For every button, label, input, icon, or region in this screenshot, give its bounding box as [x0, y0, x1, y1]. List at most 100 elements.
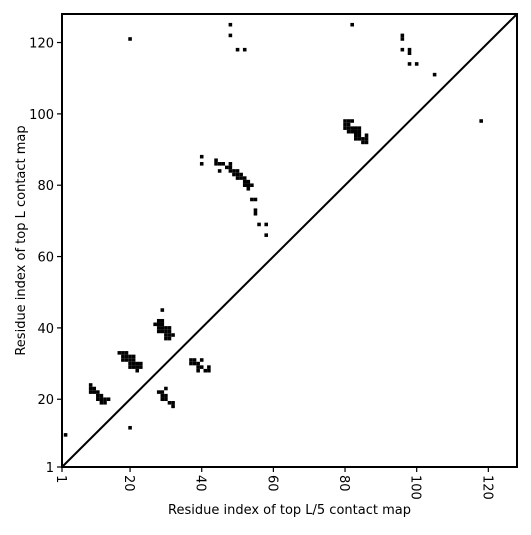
contact-point — [124, 354, 129, 359]
contact-point — [156, 318, 161, 323]
contact-point — [196, 365, 200, 369]
contact-point — [171, 401, 175, 405]
contact-point — [217, 162, 222, 166]
contact-point — [128, 361, 132, 366]
y-tick-label: 100 — [29, 108, 54, 123]
contact-point — [164, 386, 168, 391]
contact-point — [479, 119, 483, 123]
contact-point — [128, 37, 132, 41]
contact-point — [407, 51, 412, 56]
contact-point — [103, 401, 107, 405]
contact-point — [167, 326, 172, 330]
contact-point — [228, 169, 233, 173]
contact-point — [103, 397, 107, 402]
contact-point — [239, 172, 243, 177]
contact-point — [407, 47, 412, 52]
contact-point — [167, 401, 172, 405]
contact-point — [131, 365, 136, 369]
contact-point — [214, 162, 218, 166]
contact-point — [199, 358, 204, 362]
contact-point — [207, 368, 211, 373]
contact-point — [160, 308, 165, 312]
contact-point — [128, 365, 132, 369]
contact-point — [124, 358, 129, 362]
contact-point — [164, 397, 168, 402]
x-tick-label: 100 — [408, 475, 423, 500]
contact-point — [242, 183, 247, 187]
contact-point — [407, 62, 412, 66]
contact-point — [232, 169, 236, 173]
contact-point — [253, 211, 258, 216]
points-layer — [63, 22, 483, 437]
contact-point — [192, 358, 197, 362]
contact-point — [225, 165, 229, 170]
contact-point — [364, 140, 369, 145]
contact-point — [264, 222, 268, 227]
contact-point — [343, 126, 347, 130]
contact-point — [346, 119, 351, 123]
contact-point — [192, 361, 197, 366]
contact-point — [346, 122, 351, 127]
contact-point — [99, 393, 104, 398]
x-tick-label: 1 — [53, 475, 68, 483]
x-tick-label: 120 — [479, 475, 494, 500]
contact-point — [228, 22, 233, 27]
plot-frame — [61, 13, 518, 468]
contact-point — [131, 354, 136, 359]
contact-point — [164, 329, 168, 334]
y-tick-label: 40 — [37, 322, 54, 337]
contact-point — [135, 361, 140, 366]
contact-point — [221, 162, 226, 166]
contact-point — [121, 351, 125, 355]
contact-point — [153, 322, 157, 327]
contact-point — [92, 390, 97, 394]
contact-point — [207, 365, 211, 369]
contact-point — [99, 401, 104, 405]
contact-point — [432, 72, 437, 77]
contact-point — [88, 386, 93, 391]
contact-point — [350, 22, 354, 27]
contact-point — [357, 126, 362, 130]
y-tick-label: 60 — [37, 251, 54, 266]
contact-point — [121, 354, 125, 359]
x-tick-label: 60 — [264, 475, 279, 492]
contact-point — [228, 162, 233, 166]
contact-point — [128, 358, 132, 362]
contact-point — [357, 129, 362, 134]
contact-point — [135, 365, 140, 369]
contact-point — [196, 361, 200, 366]
contact-point — [350, 119, 354, 123]
contact-point — [235, 47, 240, 52]
y-tick-label: 20 — [37, 393, 54, 408]
contact-point — [164, 333, 168, 337]
contact-point — [400, 37, 405, 41]
contact-point — [96, 397, 100, 402]
contact-point — [121, 358, 125, 362]
contact-point — [228, 165, 233, 170]
contact-point — [160, 326, 165, 330]
contact-point — [235, 169, 240, 173]
contact-point — [217, 169, 222, 173]
contact-point — [135, 368, 140, 373]
contact-point — [264, 233, 268, 237]
contact-point — [160, 393, 165, 398]
contact-point — [199, 162, 204, 166]
contact-point — [235, 172, 240, 177]
contact-point — [160, 329, 165, 334]
contact-point — [164, 393, 168, 398]
contact-point — [414, 62, 419, 66]
contact-point — [361, 140, 365, 145]
contact-point — [235, 176, 240, 180]
contact-point — [353, 126, 358, 130]
diagonal-line — [61, 13, 518, 468]
y-axis-label: Residue index of top L contact map — [14, 125, 29, 355]
contact-point — [346, 129, 351, 134]
contact-point — [400, 33, 405, 38]
contact-point — [400, 47, 405, 52]
contact-point — [253, 208, 258, 212]
contact-point — [246, 187, 251, 191]
contact-point — [199, 154, 204, 159]
contact-point — [196, 368, 200, 373]
contact-point — [246, 183, 251, 187]
